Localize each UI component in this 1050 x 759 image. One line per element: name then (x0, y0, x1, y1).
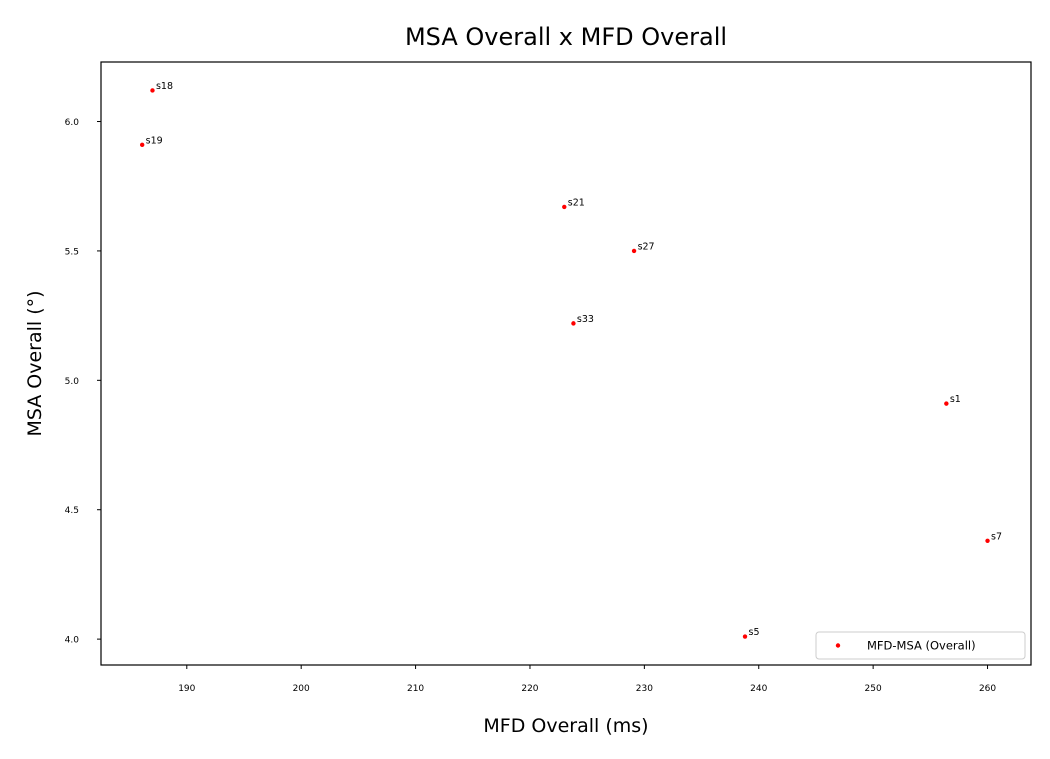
data-point (742, 634, 748, 639)
point-label: s1 (950, 394, 961, 405)
legend-label: MFD-MSA (Overall) (867, 639, 976, 653)
data-point (985, 538, 990, 543)
x-tick-label: 230 (636, 684, 653, 694)
legend: MFD-MSA (Overall) (815, 631, 1026, 660)
data-point (571, 321, 576, 326)
point-label: s18 (156, 81, 173, 92)
x-tick-label: 250 (865, 684, 882, 694)
x-axis-label: MFD Overall (ms) (483, 715, 648, 737)
x-tick-label: 240 (750, 684, 767, 694)
y-axis-label: MSA Overall (°) (24, 290, 46, 436)
point-label: s33 (577, 314, 594, 325)
point-label: s21 (568, 197, 585, 208)
point-label: s5 (749, 627, 760, 638)
plot-frame (100, 61, 1032, 666)
x-tick-label: 260 (979, 684, 996, 694)
point-label: s7 (991, 531, 1002, 542)
y-axis: 4.0 4.5 5.0 5.5 6.0 (65, 118, 101, 646)
data-point (150, 88, 155, 93)
y-tick-label: 4.5 (65, 506, 79, 516)
y-tick-label: 5.5 (65, 247, 79, 257)
x-tick-label: 200 (293, 684, 310, 694)
y-tick-label: 4.0 (65, 636, 80, 646)
x-axis: 190 200 210 220 230 240 250 260 (178, 665, 996, 694)
y-tick-label: 6.0 (65, 118, 80, 128)
point-label: s19 (146, 135, 163, 146)
data-point (944, 401, 949, 406)
legend-marker (835, 643, 841, 648)
chart-title: MSA Overall x MFD Overall (405, 23, 727, 51)
point-labels: s18 s19 s21 s27 s33 s1 s7 s5 (146, 81, 1002, 638)
data-point (631, 248, 637, 254)
x-tick-label: 220 (521, 684, 538, 694)
x-tick-label: 190 (178, 684, 195, 694)
x-tick-label: 210 (407, 684, 424, 694)
data-points (139, 88, 990, 639)
legend-box (815, 631, 1026, 660)
data-point (562, 204, 567, 210)
data-point (139, 142, 145, 148)
y-tick-label: 5.0 (65, 377, 80, 387)
plot-area: 190 200 210 220 230 240 250 260 4.0 4.5 5.0 5.5 6.0… (65, 61, 1032, 694)
point-label: s27 (638, 241, 655, 252)
